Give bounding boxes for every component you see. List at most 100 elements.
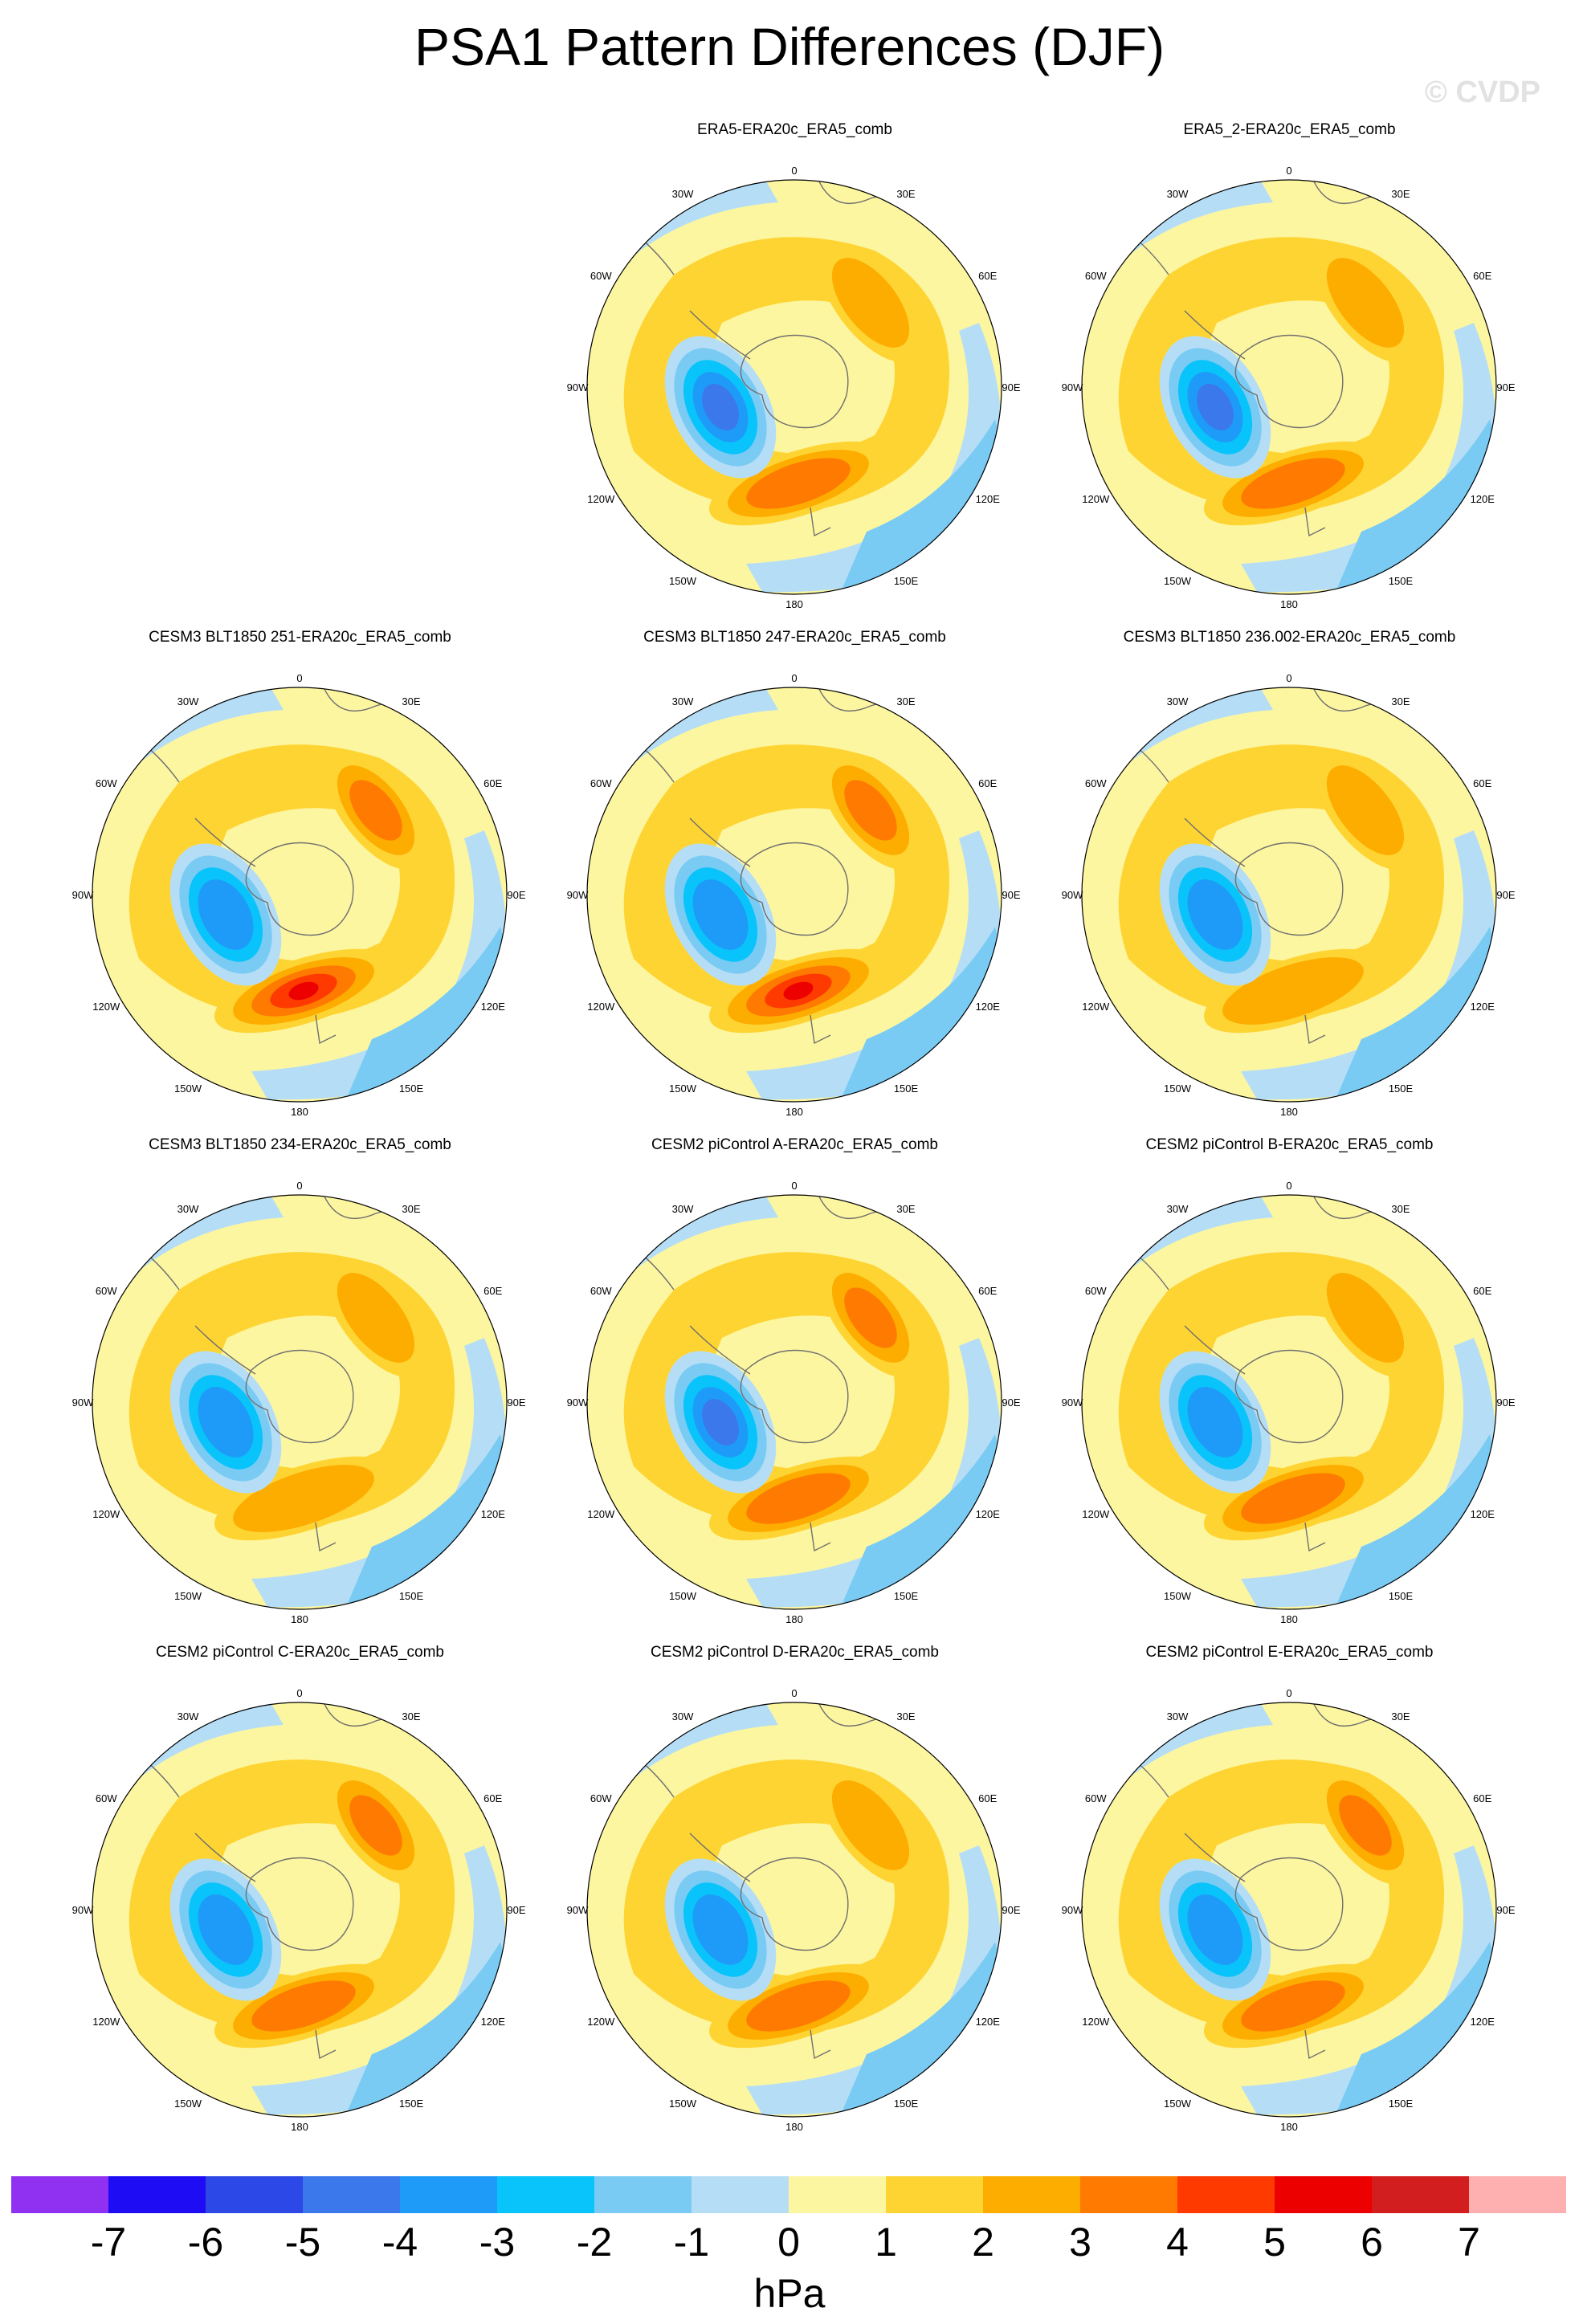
longitude-label: 90W bbox=[567, 1396, 589, 1409]
longitude-label: 0 bbox=[791, 1180, 797, 1192]
map-border bbox=[586, 687, 1002, 1103]
field-negative-band bbox=[843, 927, 1002, 1095]
antarctica-coastline bbox=[740, 334, 849, 429]
new-zealand-coastline bbox=[315, 1014, 337, 1045]
field-positive-center-a bbox=[337, 1273, 415, 1363]
longitude-label: 150E bbox=[399, 2098, 424, 2110]
longitude-label: 0 bbox=[296, 1687, 302, 1699]
longitude-label: 60E bbox=[978, 1792, 997, 1804]
antarctica-coastline bbox=[1234, 1857, 1344, 1951]
colorbar-tick-label: -5 bbox=[284, 2220, 321, 2265]
longitude-label: 150W bbox=[174, 1082, 202, 1095]
longitude-label: 150E bbox=[399, 1590, 424, 1602]
colorbar-tick-label: 6 bbox=[1361, 2220, 1383, 2265]
colorbar-segment bbox=[11, 2176, 109, 2213]
map-panel: CESM2 piControl B-ERA20c_ERA5_comb 0 30E 60… bbox=[1042, 1135, 1536, 1641]
longitude-label: 0 bbox=[296, 1180, 302, 1192]
map-border bbox=[1081, 687, 1497, 1103]
polar-map: 0 30E 60E 90E 120E 150E 180 150W 120W 90W 60W 30W bbox=[1062, 165, 1516, 610]
panel-title: CESM2 piControl E-ERA20c_ERA5_comb bbox=[1145, 1644, 1434, 1661]
panel-title: CESM3 BLT1850 236.002-ERA20c_ERA5_comb bbox=[1123, 629, 1456, 646]
longitude-label: 30W bbox=[672, 1203, 694, 1215]
longitude-label: 60E bbox=[978, 1285, 997, 1297]
longitude-label: 180 bbox=[785, 598, 803, 610]
longitude-label: 60W bbox=[1085, 777, 1107, 789]
field-negative-center bbox=[1187, 1387, 1243, 1458]
antarctic-peninsula bbox=[1184, 1325, 1246, 1375]
longitude-label: 90E bbox=[1496, 1396, 1515, 1409]
longitude-label: 90E bbox=[507, 1904, 525, 1916]
longitude-label: 120W bbox=[1082, 1001, 1110, 1013]
antarctic-peninsula bbox=[1184, 310, 1246, 360]
longitude-label: 150E bbox=[894, 1082, 919, 1095]
longitude-label: 30W bbox=[672, 695, 694, 707]
colorbar-tick-label: 2 bbox=[972, 2220, 994, 2265]
new-zealand-coastline bbox=[1304, 507, 1326, 537]
colorbar-segment bbox=[1177, 2176, 1275, 2213]
longitude-label: 180 bbox=[1280, 598, 1298, 610]
field-positive-center-a bbox=[1326, 258, 1405, 348]
field-positive-center-b bbox=[1241, 458, 1345, 509]
new-zealand-coastline bbox=[315, 2029, 337, 2060]
longitude-label: 30E bbox=[896, 188, 915, 200]
field-negative-band bbox=[843, 1434, 1002, 1603]
polar-map: 0 30E 60E 90E 120E 150E 180 150W 120W 90W 60W 30W bbox=[72, 1687, 526, 2133]
longitude-label: 120E bbox=[976, 1001, 1001, 1013]
longitude-label: 60W bbox=[96, 1285, 117, 1297]
longitude-label: 120W bbox=[1082, 1508, 1110, 1520]
longitude-label: 150E bbox=[1389, 2098, 1414, 2110]
field-negative-band bbox=[348, 1434, 507, 1603]
colorbar-segment bbox=[789, 2176, 887, 2213]
field-positive-center-a bbox=[1326, 1273, 1405, 1363]
panel-title: ERA5-ERA20c_ERA5_comb bbox=[697, 121, 892, 138]
longitude-label: 30W bbox=[177, 695, 199, 707]
longitude-label: 60W bbox=[590, 270, 612, 282]
longitude-label: 90W bbox=[567, 381, 589, 393]
panel-title: CESM3 BLT1850 247-ERA20c_ERA5_comb bbox=[643, 629, 946, 646]
polar-map: 0 30E 60E 90E 120E 150E 180 150W 120W 90W 60W 30W bbox=[1062, 1687, 1516, 2133]
longitude-label: 120W bbox=[587, 1001, 615, 1013]
longitude-label: 30W bbox=[177, 1203, 199, 1215]
field-positive-center-a bbox=[831, 1780, 910, 1870]
map-border bbox=[586, 1702, 1002, 2118]
map-border bbox=[92, 1702, 508, 2118]
longitude-label: 120E bbox=[1471, 1001, 1495, 1013]
longitude-label: 60E bbox=[978, 777, 997, 789]
longitude-label: 90E bbox=[1002, 381, 1020, 393]
new-zealand-coastline bbox=[1304, 1014, 1326, 1045]
polar-map: 0 30E 60E 90E 120E 150E 180 150W 120W 90W 60W 30W bbox=[72, 1180, 526, 1625]
longitude-label: 60W bbox=[1085, 1792, 1107, 1804]
colorbar-segment bbox=[983, 2176, 1081, 2213]
antarctic-peninsula bbox=[689, 1833, 751, 1882]
new-zealand-coastline bbox=[810, 1014, 831, 1045]
longitude-label: 30W bbox=[177, 1710, 199, 1723]
longitude-label: 90W bbox=[72, 1396, 94, 1409]
panel-title: CESM2 piControl D-ERA20c_ERA5_comb bbox=[650, 1644, 940, 1661]
map-panel: CESM3 BLT1850 251-ERA20c_ERA5_comb 0 30E 60… bbox=[53, 628, 547, 1134]
longitude-label: 60W bbox=[590, 1285, 612, 1297]
antarctica-coastline bbox=[740, 1349, 849, 1444]
new-zealand-coastline bbox=[810, 507, 831, 537]
field-positive-center-b bbox=[1241, 1473, 1345, 1524]
new-zealand-coastline bbox=[1304, 1522, 1326, 1552]
map-panel: CESM2 piControl C-ERA20c_ERA5_comb 0 30E 60… bbox=[53, 1643, 547, 2149]
colorbar-tick-label: -3 bbox=[479, 2220, 516, 2265]
longitude-label: 150E bbox=[894, 575, 919, 587]
longitude-label: 120E bbox=[481, 1001, 506, 1013]
antarctic-peninsula bbox=[689, 310, 751, 360]
longitude-label: 90E bbox=[507, 889, 525, 901]
map-border bbox=[1081, 179, 1497, 595]
longitude-label: 0 bbox=[791, 165, 797, 177]
panel-title: ERA5_2-ERA20c_ERA5_comb bbox=[1183, 121, 1396, 138]
field-negative-center bbox=[692, 879, 749, 950]
longitude-label: 90E bbox=[1002, 1904, 1020, 1916]
longitude-label: 30E bbox=[896, 1203, 915, 1215]
antarctica-coastline bbox=[1234, 1349, 1344, 1444]
longitude-label: 150W bbox=[1164, 575, 1192, 587]
antarctic-peninsula bbox=[689, 1325, 751, 1375]
longitude-label: 30W bbox=[1167, 695, 1189, 707]
polar-map: 0 30E 60E 90E 120E 150E 180 150W 120W 90W 60W 30W bbox=[567, 1687, 1021, 2133]
longitude-label: 60W bbox=[590, 777, 612, 789]
longitude-label: 90W bbox=[1062, 1396, 1083, 1409]
longitude-label: 120W bbox=[587, 1508, 615, 1520]
